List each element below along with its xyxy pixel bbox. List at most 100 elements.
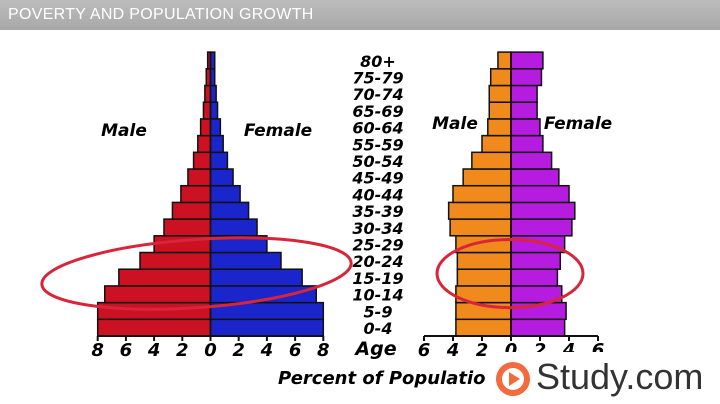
right-x-tick-label: 2 [476, 340, 489, 361]
left-female-bar-60-64 [209, 118, 222, 137]
right-male-bar-70-74 [488, 84, 512, 103]
left-male-bar-65-69 [202, 101, 212, 120]
left-female-bar-0-4 [209, 318, 325, 337]
right-highlight-ellipse [435, 237, 585, 310]
left-male-bar-10-14 [104, 285, 212, 304]
right-female-bar-30-34 [510, 218, 573, 237]
right-male-bar-0-4 [455, 318, 512, 337]
left-male-bar-0-4 [96, 318, 212, 337]
left-female-bar-20-24 [209, 251, 282, 270]
left-male-bar-60-64 [199, 118, 212, 137]
legend-female-left: Female [244, 121, 312, 141]
age-label-60-64: 60-64 [352, 119, 403, 138]
left-highlight-ellipse [40, 236, 353, 311]
left-x-tick-label: 4 [147, 340, 161, 361]
right-female-bar-75-79 [510, 68, 543, 87]
right-male-bar-45-49 [462, 168, 512, 187]
age-label-30-34: 30-34 [352, 219, 403, 238]
left-female-bar-70-74 [209, 84, 217, 103]
age-label-50-54: 50-54 [352, 152, 403, 171]
right-male-bar-55-59 [481, 134, 512, 154]
left-x-tick-label: 0 [204, 340, 217, 361]
age-label-75-79: 75-79 [352, 69, 403, 88]
right-female-bar-65-69 [510, 101, 538, 120]
left-x-tick-label: 2 [176, 340, 189, 361]
age-label-25-29: 25-29 [352, 236, 403, 255]
right-male-bar-20-24 [456, 251, 512, 270]
left-male-bar-50-54 [192, 151, 212, 170]
right-male-bar-15-19 [456, 268, 512, 287]
right-male-bar-30-34 [449, 218, 512, 237]
left-male-bar-30-34 [163, 218, 212, 237]
left-x-tick-label: 8 [317, 340, 330, 361]
title-bar: POVERTY AND POPULATION GROWTH [0, 0, 720, 30]
age-label-20-24: 20-24 [352, 252, 403, 271]
right-x-tick-label: 6 [418, 340, 431, 361]
left-x-tick-label: 4 [260, 340, 274, 361]
left-male-bar-20-24 [139, 251, 212, 270]
age-labels: 0-45-910-1415-1920-2425-2930-3435-3940-4… [351, 52, 403, 338]
age-label-80+: 80+ [360, 52, 396, 71]
age-label-10-14: 10-14 [352, 286, 403, 305]
right-female-bar-45-49 [510, 168, 560, 187]
age-label-55-59: 55-59 [352, 135, 403, 154]
left-x-tick-label: 2 [232, 340, 245, 361]
age-label-65-69: 65-69 [352, 102, 403, 121]
left-male-bar-40-44 [180, 184, 212, 204]
left-female-bar-15-19 [209, 268, 303, 287]
left-male-bar-35-39 [171, 201, 212, 220]
right-male-bar-60-64 [487, 118, 512, 137]
right-male-bar-80+ [497, 51, 512, 70]
left-male-bar-5-9 [96, 301, 212, 321]
logo-text: Study.com [536, 356, 704, 397]
age-label-40-44: 40-44 [351, 185, 403, 204]
left-x-tick-label: 6 [289, 340, 302, 361]
left-female-bar-65-69 [209, 101, 219, 120]
right-male-bar-40-44 [452, 184, 512, 204]
right-female-bar-15-19 [510, 268, 559, 287]
right-female-bar-55-59 [510, 134, 544, 154]
age-label-70-74: 70-74 [352, 85, 403, 104]
left-male-bar-45-49 [187, 168, 212, 187]
right-female-bar-80+ [510, 51, 544, 70]
right-male-bar-35-39 [447, 201, 512, 220]
left-male-bar-70-74 [204, 84, 212, 103]
play-icon [496, 362, 530, 396]
right-male-bar-50-54 [471, 151, 512, 170]
right-female-bar-20-24 [510, 251, 562, 270]
right-female-bar-70-74 [510, 84, 538, 103]
legend-female-right: Female [544, 114, 612, 134]
left-x-tick-label: 6 [120, 340, 133, 361]
age-label-45-49: 45-49 [351, 169, 403, 188]
age-axis-label: Age [353, 338, 396, 360]
x-axis-label: Percent of Populatio [278, 368, 486, 389]
age-label-35-39: 35-39 [352, 202, 403, 221]
right-female-bar-50-54 [510, 151, 553, 170]
left-female-bar-55-59 [209, 134, 224, 154]
age-label-0-4: 0-4 [364, 319, 393, 338]
page-title: POVERTY AND POPULATION GROWTH [8, 6, 314, 23]
age-label-5-9: 5-9 [364, 302, 393, 321]
legend-male-left: Male [101, 121, 147, 141]
left-male-bar-15-19 [118, 268, 212, 287]
study-logo: Study.com [492, 352, 720, 404]
right-x-tick-label: 4 [446, 340, 460, 361]
age-label-15-19: 15-19 [352, 269, 403, 288]
right-female-bar-35-39 [510, 201, 576, 220]
left-female-bar-30-34 [209, 218, 258, 237]
left-female-bar-45-49 [209, 168, 234, 187]
left-male-bar-55-59 [197, 134, 212, 154]
right-female-bar-40-44 [510, 184, 570, 204]
left-female-bar-40-44 [209, 184, 241, 204]
right-male-bar-75-79 [489, 68, 512, 87]
right-female-bar-0-4 [510, 318, 566, 337]
legend-male-right: Male [432, 114, 478, 134]
left-female-bar-35-39 [209, 201, 250, 220]
left-x-tick-label: 8 [91, 340, 104, 361]
right-male-bar-65-69 [488, 101, 512, 120]
right-female-bar-60-64 [510, 118, 541, 137]
left-female-bar-50-54 [209, 151, 229, 170]
